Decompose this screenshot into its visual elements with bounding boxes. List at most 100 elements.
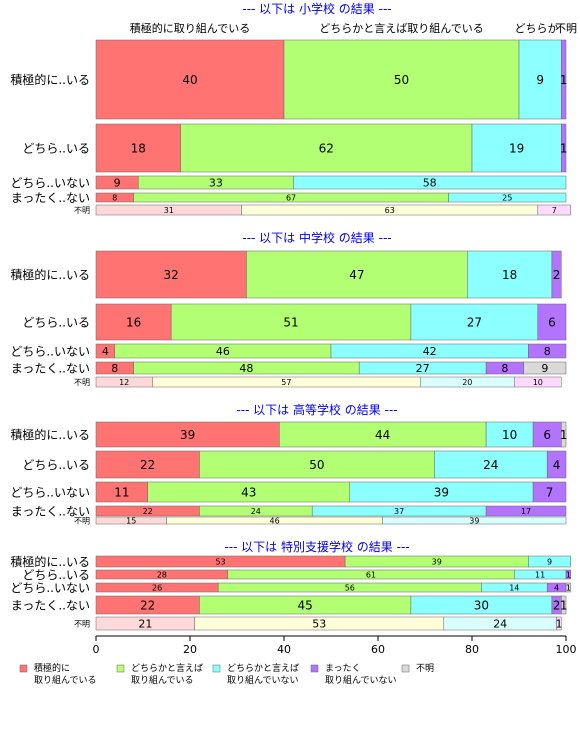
data-label-1-4-1: 57 bbox=[281, 378, 291, 387]
legend-swatch-1 bbox=[116, 664, 125, 673]
bar-segment-0-4-3 bbox=[537, 204, 571, 216]
bar-segment-1-0-2 bbox=[467, 250, 553, 299]
legend-swatch-4 bbox=[401, 664, 410, 673]
data-label-2-1-2: 24 bbox=[483, 458, 498, 472]
bar-segment-2-3-3 bbox=[485, 505, 567, 517]
data-label-1-1-2: 27 bbox=[467, 315, 482, 329]
x-tick-label-4: 80 bbox=[465, 643, 479, 656]
data-label-1-0-1: 47 bbox=[349, 268, 364, 282]
data-label-2-2-3: 7 bbox=[546, 485, 554, 499]
data-label-3-4-3: 1 bbox=[555, 618, 562, 631]
bar-segment-2-0-3 bbox=[532, 421, 562, 448]
data-label-3-2-0: 26 bbox=[152, 583, 162, 592]
data-label-2-4-1: 46 bbox=[270, 516, 280, 525]
bar-segment-2-0-1 bbox=[279, 421, 487, 448]
legend-label-0-line1: 積極的に bbox=[34, 662, 70, 674]
data-label-0-0-0: 40 bbox=[182, 73, 197, 87]
data-label-3-0-2: 9 bbox=[547, 557, 552, 566]
data-label-1-3-0: 8 bbox=[111, 362, 118, 375]
data-label-2-3-2: 37 bbox=[394, 507, 404, 516]
data-label-0-1-2: 19 bbox=[509, 141, 524, 155]
bar-segment-0-1-2 bbox=[471, 123, 562, 173]
legend-swatch-2 bbox=[212, 664, 221, 673]
data-label-3-4-0: 21 bbox=[138, 618, 152, 631]
legend-label-1-line1: どちらかと言えば bbox=[131, 662, 203, 674]
bar-segment-2-0-4 bbox=[561, 421, 567, 448]
column-header-label-2: どちらか bbox=[515, 22, 559, 35]
data-label-3-4-1: 53 bbox=[312, 618, 326, 631]
bar-segment-3-4-3 bbox=[556, 616, 562, 631]
x-tick-label-1: 20 bbox=[183, 643, 197, 656]
bar-segment-0-0-2 bbox=[518, 39, 562, 120]
data-label-1-2-3: 8 bbox=[544, 345, 551, 358]
bar-segment-0-0-0 bbox=[95, 39, 285, 120]
row-label-3-2: どちら..いない bbox=[10, 581, 90, 595]
data-label-0-0-2: 9 bbox=[536, 73, 544, 87]
data-label-3-3-2: 30 bbox=[474, 598, 489, 612]
data-label-0-0-3: 1 bbox=[560, 73, 568, 87]
data-label-1-4-3: 10 bbox=[533, 378, 543, 387]
data-label-1-4-0: 12 bbox=[119, 378, 129, 387]
data-label-1-3-3: 8 bbox=[501, 362, 508, 375]
bar-segment-1-2-3 bbox=[528, 343, 567, 359]
row-label-2-2: どちら..いない bbox=[10, 485, 90, 499]
data-label-3-1-0: 28 bbox=[157, 570, 167, 579]
data-label-1-2-0: 4 bbox=[102, 345, 109, 358]
panel-title-2: --- 以下は 高等学校 の結果 --- bbox=[236, 402, 397, 417]
data-label-2-2-0: 11 bbox=[114, 485, 129, 499]
row-label-0-3: まったく..ない bbox=[11, 191, 90, 205]
bar-segment-1-0-0 bbox=[95, 250, 247, 299]
data-label-0-4-1: 63 bbox=[385, 206, 395, 215]
data-label-0-3-2: 25 bbox=[502, 193, 512, 202]
data-label-3-0-1: 39 bbox=[432, 557, 442, 566]
bar-segment-1-1-3 bbox=[537, 303, 567, 341]
row-label-2-0: 積極的に..いる bbox=[10, 427, 90, 442]
data-label-1-3-1: 48 bbox=[239, 362, 253, 375]
row-label-2-4: 不明 bbox=[74, 516, 90, 525]
data-label-2-4-0: 15 bbox=[126, 516, 136, 525]
data-label-0-3-0: 8 bbox=[112, 193, 117, 202]
data-label-2-0-1: 44 bbox=[375, 428, 390, 442]
row-label-1-0: 積極的に..いる bbox=[10, 267, 90, 282]
data-label-0-4-3: 7 bbox=[552, 206, 557, 215]
data-label-0-4-0: 31 bbox=[164, 206, 174, 215]
data-label-2-0-4: 1 bbox=[560, 428, 568, 442]
row-label-0-2: どちら..いない bbox=[10, 176, 90, 190]
data-label-3-3-1: 45 bbox=[298, 598, 313, 612]
legend-label-1-line2: 取り組んでいる bbox=[131, 674, 194, 686]
row-label-2-3: まったく..ない bbox=[11, 504, 90, 518]
row-label-3-3: まったく..ない bbox=[11, 598, 90, 612]
bar-segment-3-1-3 bbox=[565, 569, 571, 580]
bar-segment-2-1-3 bbox=[546, 450, 567, 479]
row-label-1-4: 不明 bbox=[74, 378, 90, 387]
data-label-3-2-2: 14 bbox=[509, 583, 519, 592]
legend-swatch-0 bbox=[19, 664, 28, 673]
legend-swatch-3 bbox=[310, 664, 319, 673]
data-label-0-2-2: 58 bbox=[423, 177, 437, 190]
bar-segment-1-3-4 bbox=[523, 361, 567, 375]
bar-segment-2-0-2 bbox=[485, 421, 534, 448]
data-label-3-3-0: 22 bbox=[140, 598, 155, 612]
bar-segment-2-1-0 bbox=[95, 450, 200, 479]
legend-label-2-line2: 取り組んでいない bbox=[227, 674, 299, 686]
data-label-3-4-2: 24 bbox=[493, 618, 507, 631]
bar-segment-3-3-4 bbox=[561, 595, 567, 615]
x-tick-label-3: 60 bbox=[371, 643, 385, 656]
data-label-2-3-3: 17 bbox=[521, 507, 531, 516]
data-label-3-2-3: 4 bbox=[554, 583, 559, 592]
data-label-1-4-2: 20 bbox=[462, 378, 472, 387]
x-tick-label-5: 100 bbox=[556, 643, 577, 656]
legend-label-0-line2: 取り組んでいる bbox=[34, 674, 97, 686]
data-label-3-0-0: 53 bbox=[215, 557, 225, 566]
panel-title-3: --- 以下は 特別支援学校 の結果 --- bbox=[224, 539, 409, 554]
x-tick-label-2: 40 bbox=[277, 643, 291, 656]
data-label-2-1-0: 22 bbox=[140, 458, 155, 472]
data-label-2-1-3: 4 bbox=[553, 458, 561, 472]
data-label-2-4-2: 39 bbox=[469, 516, 479, 525]
row-label-1-2: どちら..いない bbox=[10, 344, 90, 358]
data-label-2-0-2: 10 bbox=[502, 428, 517, 442]
row-label-0-1: どちら..いる bbox=[22, 141, 90, 155]
row-label-1-3: まったく..ない bbox=[11, 361, 90, 375]
panel-title-1: --- 以下は 中学校 の結果 --- bbox=[242, 230, 391, 245]
